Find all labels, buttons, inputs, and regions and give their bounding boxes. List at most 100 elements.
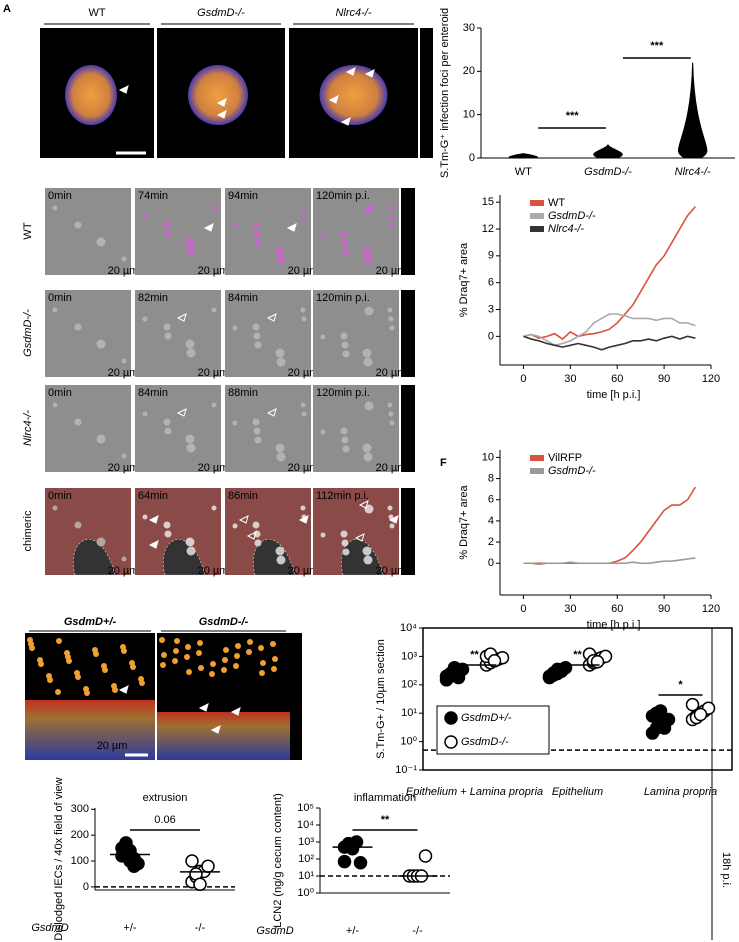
bacteria [173,648,179,654]
cell [364,306,374,316]
x-tick-label: Nlrc4-/- [675,166,711,178]
cell [342,548,350,556]
lumen-label: Lu. [47,656,62,668]
cell [164,332,172,340]
timestamp: 0min [48,190,72,202]
cell [363,255,373,265]
arrowhead [148,540,159,549]
arrowhead [286,223,297,232]
timestamp: 82min [138,292,168,304]
bacteria [185,644,191,650]
y-axis-title: S.Tm-G+ / 10µm section [375,639,387,759]
y-tick-label: 9 [488,250,494,262]
arrowhead [266,313,277,322]
y-axis-title: % Draq7+ area [458,242,470,317]
y-tick-label: 8 [488,472,494,484]
cell [163,521,171,529]
y-tick-label: 10³ [401,650,417,662]
y-tick-label: 100 [71,855,89,867]
arrowhead [203,223,214,232]
data-point [193,877,207,892]
channel-label: S.Tm-G [290,693,302,732]
frame [313,188,399,275]
arrowhead [364,69,375,78]
channel-label: Actin [421,60,433,84]
bacteria [233,663,239,669]
arrowhead [238,515,249,524]
enteroid [319,65,388,125]
y-tick-label: 0 [488,330,494,342]
x-tick-label: 0 [520,603,526,615]
y-tick-label: 10² [298,853,314,865]
x-axis-title: time [h p.i.] [587,619,641,631]
cell [254,341,262,349]
cell [96,537,106,547]
cell [164,427,172,435]
channel-strip [401,188,415,275]
cell [364,401,374,411]
cell [388,214,394,220]
cell [163,323,171,331]
cell [320,334,326,340]
cell [74,521,82,529]
cell [363,452,373,462]
y-tick-label: 3 [488,303,494,315]
cell [362,348,372,358]
timestamp: 0min [48,387,72,399]
y-tick-label: 10¹ [298,870,314,882]
cell [389,223,395,229]
cell [211,205,217,211]
cell [364,504,374,514]
cell [74,323,82,331]
scale-bar-label: 20 µm [108,462,139,474]
cell [389,523,395,529]
row-label: Nlrc4-/- [22,410,34,446]
cell [186,546,196,556]
cell [320,232,326,238]
cell [96,434,106,444]
bacteria [38,661,44,667]
cell [276,452,286,462]
scale-bar-label: 20 µm [376,462,407,474]
cell [300,307,306,313]
arrowhead [298,515,309,524]
scale-bar-label: 20 µm [288,462,319,474]
x-tick-label: +/- [123,922,136,934]
cell [186,246,196,256]
cell [341,539,349,547]
channel-label: Draq7 [402,415,414,445]
scale-bar-label: 20 µm [108,565,139,577]
lumen-label: Lu. [204,680,219,692]
cell [320,532,326,538]
cell [121,256,127,262]
frame [45,385,131,472]
channel-label: Nuclei [421,125,433,156]
x-tick-label: Epithelium + Lamina propria [406,786,543,798]
cell [253,230,261,238]
bacteria [186,669,192,675]
x-tick-label: +/- [346,925,359,937]
cell [364,204,374,214]
bacteria [258,645,264,651]
channel-strip [401,488,415,575]
x-tick-label: GsdmD-/- [584,166,632,178]
cell [362,443,372,453]
y-tick-label: 10⁻¹ [395,764,417,776]
bacteria [160,662,166,668]
bacteria [209,671,215,677]
bacteria [184,654,190,660]
significance-label: 0.06 [154,814,175,826]
channel-strip [401,385,415,472]
channel-label: S.Tm-G [421,86,433,125]
cell [341,239,349,247]
bacteria [198,665,204,671]
x-tick-label: 30 [564,603,576,615]
series-line [523,486,697,565]
bacteria [121,648,127,654]
cell [254,436,262,444]
y-tick-label: 15 [482,196,494,208]
y-tick-label: 0 [488,557,494,569]
significance-label: ** [470,649,479,661]
scale-bar-label: 20 µm [376,565,407,577]
x-tick-label: WT [515,166,532,178]
